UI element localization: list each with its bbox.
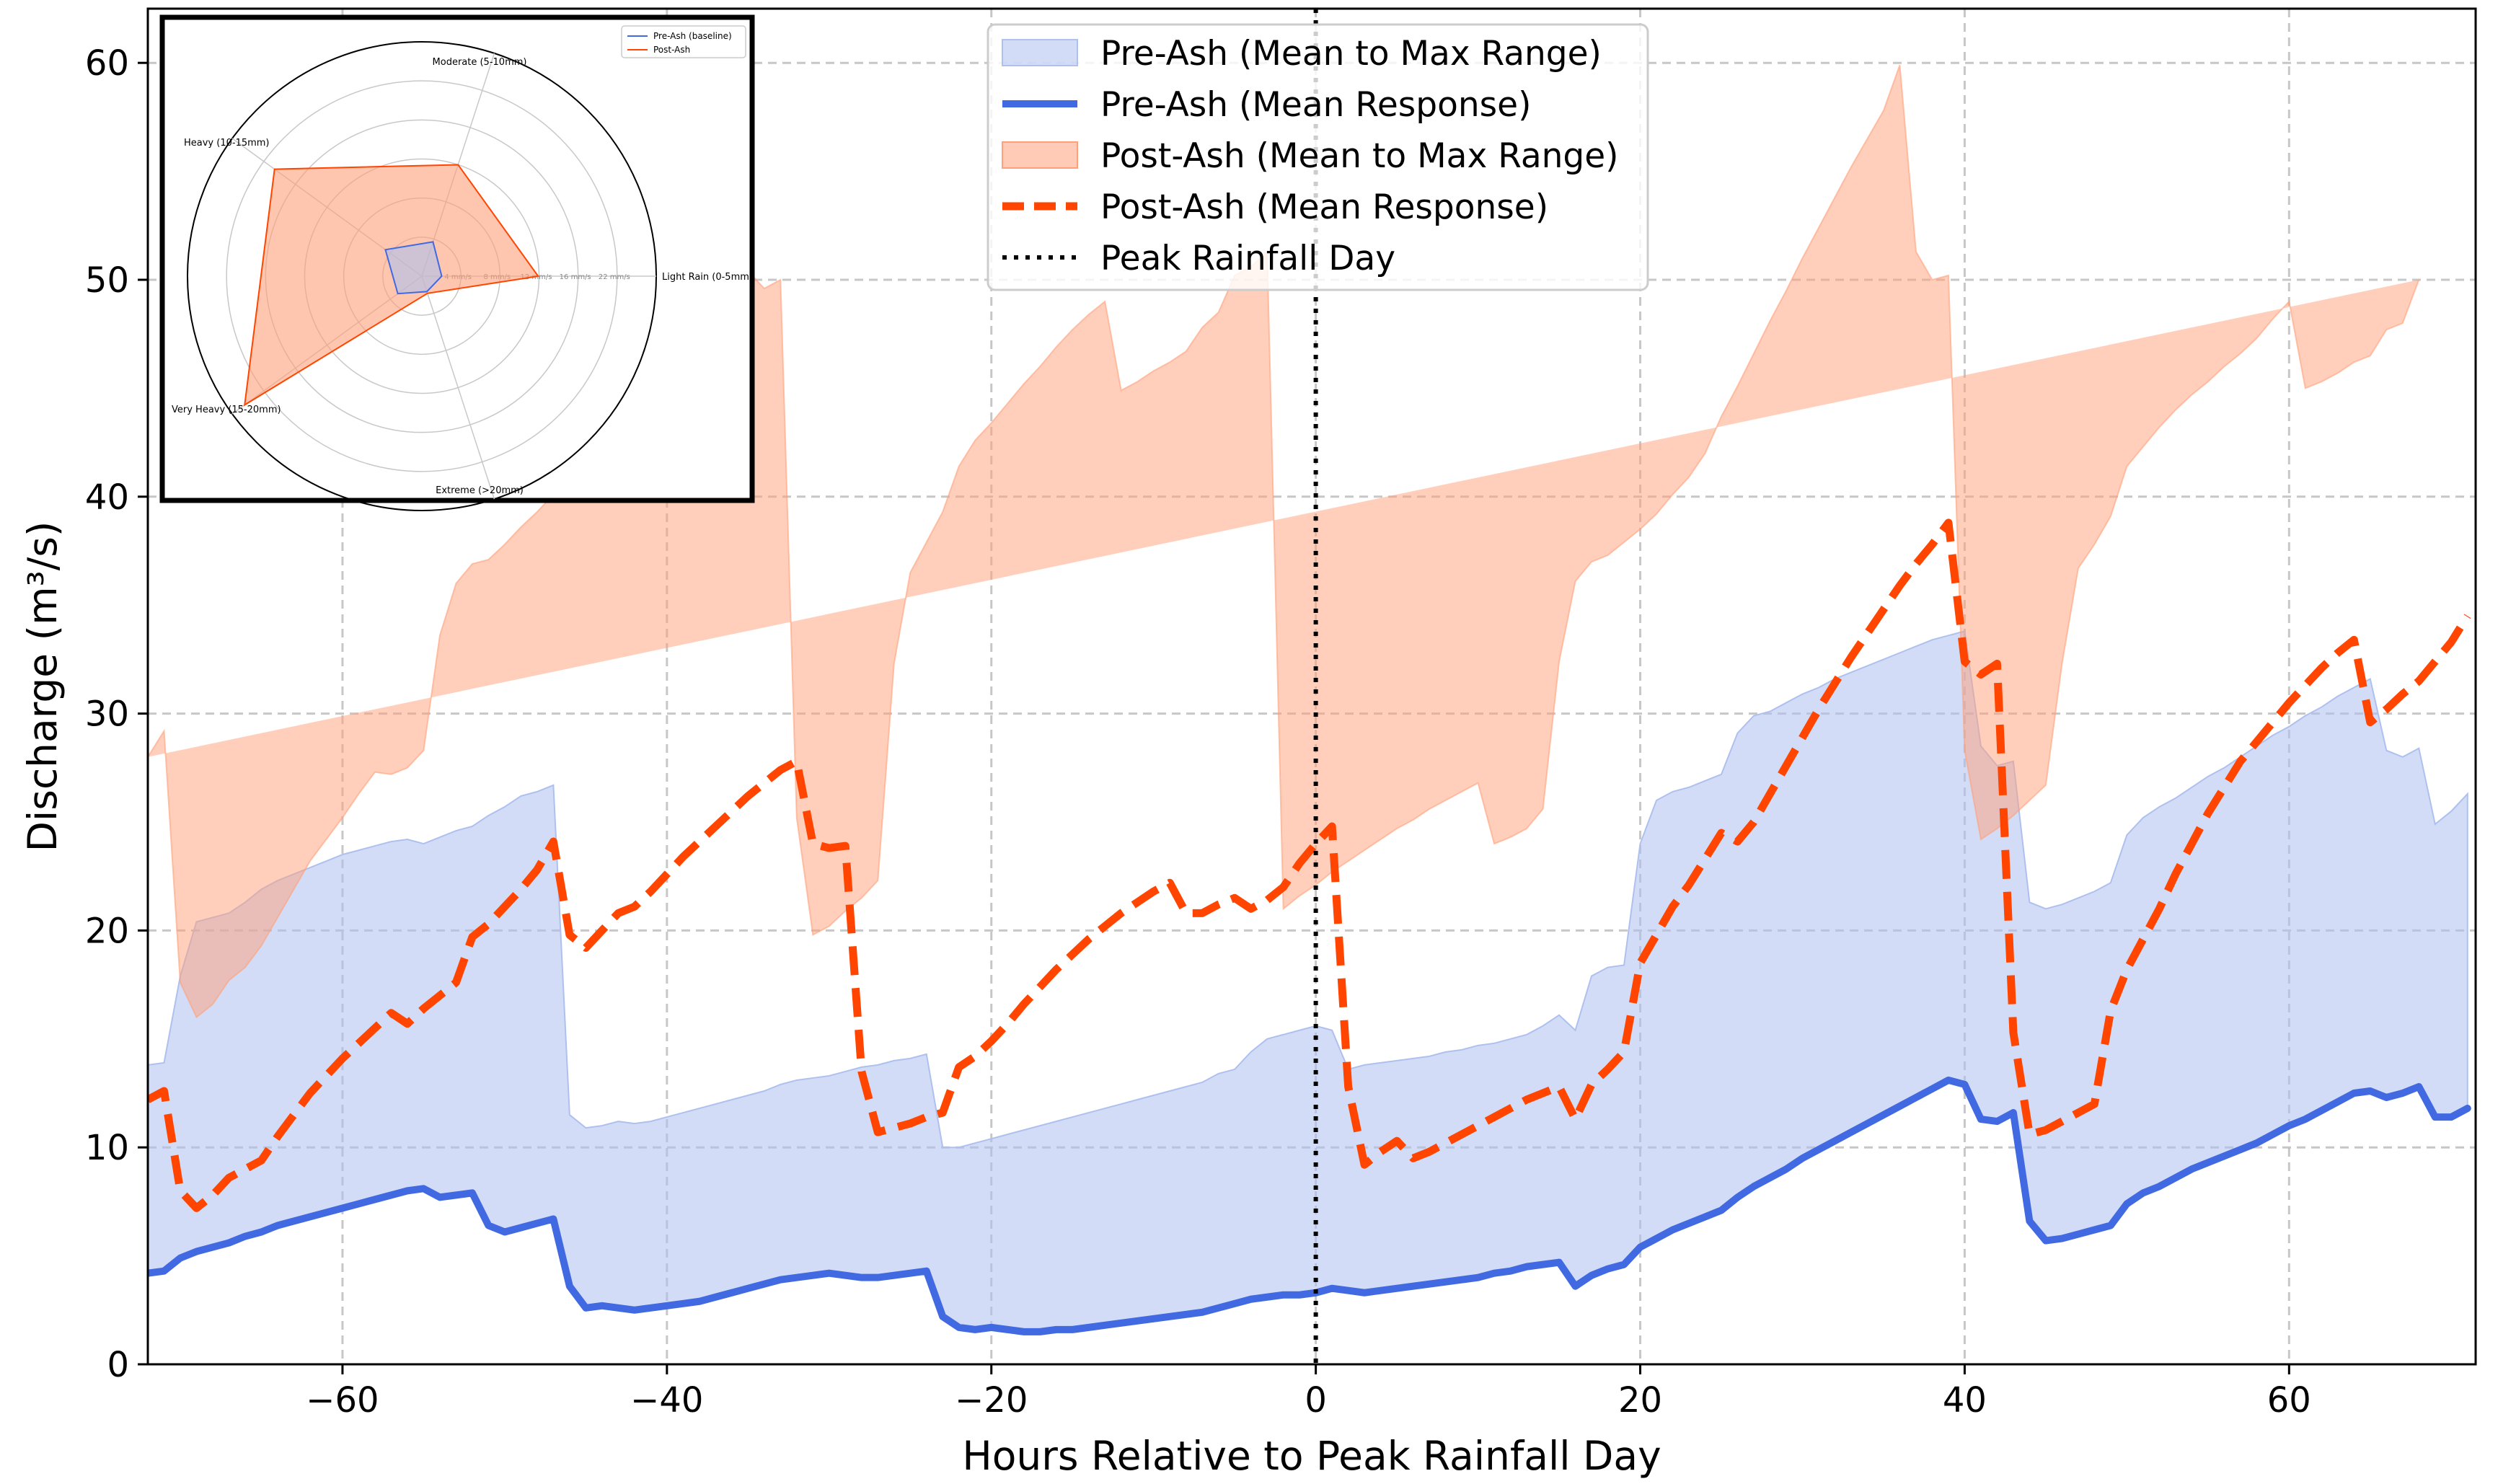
y-tick-label: 60 (85, 43, 129, 84)
radar-polygon (384, 241, 443, 295)
radar-category-label: Extreme (>20mm) (436, 485, 524, 496)
x-tick-label: 40 (1943, 1380, 1987, 1421)
legend-label: Pre-Ash (Mean Response) (1100, 85, 1531, 125)
x-tick-label: −40 (630, 1380, 703, 1421)
main-legend: Pre-Ash (Mean to Max Range) Pre-Ash (Mean… (987, 23, 1649, 291)
x-tick-label: 60 (2267, 1380, 2311, 1421)
x-tick-label: 0 (1305, 1380, 1327, 1421)
pre-ash-mean-line (148, 1076, 2471, 1335)
post-ash-mean-line (148, 518, 2471, 1212)
radar-legend-label: Post-Ash (653, 45, 690, 55)
radar-labels: Light Rain (0-5mm) Moderate (5-10mm) Heavy… (172, 57, 753, 496)
y-tick-label: 0 (107, 1345, 129, 1385)
legend-box (987, 23, 1649, 291)
radar-legend-label: Pre-Ash (baseline) (653, 31, 732, 41)
y-axis-label: Discharge (m³/s) (19, 521, 66, 852)
radar-category-label: Light Rain (0-5mm) (662, 272, 753, 283)
y-tick-label: 10 (85, 1128, 129, 1168)
radar-r-tick-label: 16 mm/s (560, 273, 591, 281)
legend-swatch (1002, 141, 1078, 169)
line-layer (148, 9, 2471, 1364)
y-tick-label: 50 (85, 260, 129, 301)
y-tick-label: 40 (85, 477, 129, 518)
radar-series (244, 164, 540, 407)
legend-label: Post-Ash (Mean to Max Range) (1100, 136, 1619, 176)
legend-swatch (1002, 39, 1078, 66)
x-axis-label: Hours Relative to Peak Rainfall Day (962, 1433, 1661, 1479)
radar-polygon (244, 164, 540, 407)
radar-category-label: Heavy (10-15mm) (184, 138, 270, 149)
radar-legend: Pre-Ash (baseline) Post-Ash (621, 25, 746, 58)
legend-label: Peak Rainfall Day (1100, 239, 1395, 278)
radar-spoke (421, 275, 495, 500)
plot-frame (146, 7, 2477, 1366)
radar-r-tick-label: 12 mm/s (521, 273, 552, 281)
y-axis-ticks: 0 10 20 30 40 50 60 (85, 43, 148, 1385)
x-tick-label: −60 (306, 1380, 379, 1421)
x-axis-ticks: −60 −40 −20 0 20 40 60 (306, 1364, 2311, 1421)
x-tick-label: 20 (1618, 1380, 1662, 1421)
x-tick-label: −20 (955, 1380, 1028, 1421)
legend-label: Post-Ash (Mean Response) (1100, 187, 1548, 227)
radar-category-label: Moderate (5-10mm) (433, 57, 527, 68)
radar-inset: 4 mm/s8 mm/s12 mm/s16 mm/s22 mm/s Light … (159, 14, 755, 511)
y-tick-label: 20 (85, 911, 129, 951)
y-tick-label: 30 (85, 694, 129, 735)
radar-r-tick-label: 22 mm/s (599, 273, 630, 281)
legend-label: Pre-Ash (Mean to Max Range) (1100, 34, 1602, 74)
radar-category-label: Very Heavy (15-20mm) (172, 405, 281, 415)
radar-legend-box (621, 25, 746, 58)
